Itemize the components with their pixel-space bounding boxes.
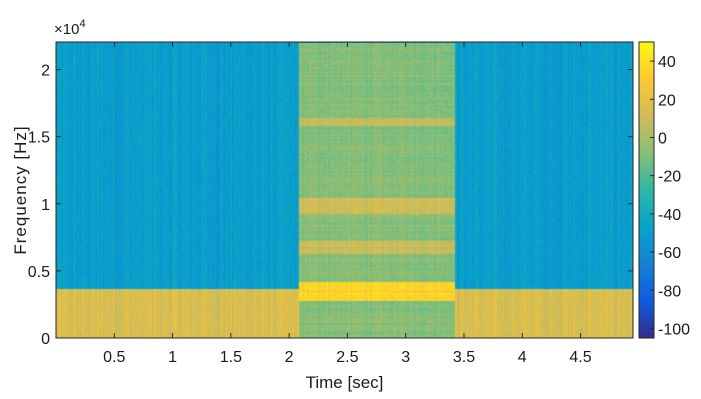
x-tick-label: 3 [401,349,410,366]
colorbar-tick-label: -40 [658,207,681,224]
x-tick-label: 1 [168,349,177,366]
x-tick-label: 3.5 [453,349,475,366]
y-tick-label: 2 [41,63,50,80]
x-tick-label: 1.5 [220,349,242,366]
y-axis-label: Frequency [Hz] [11,125,30,254]
colorbar-tick-label: -60 [658,245,681,262]
colorbar-tick-label: 20 [658,92,676,109]
spectrogram-heatmap [56,42,633,338]
y-axis: 0 0.5 1 1.5 2 [28,63,633,348]
colorbar-tick-label: 40 [658,54,676,71]
y-tick-label: 1.5 [28,130,50,147]
x-tick-label: 4 [518,349,527,366]
colorbar-gradient [638,41,655,339]
plot-frame [55,41,634,339]
x-axis-label: Time [sec] [306,373,384,392]
y-axis-exponent: ×104 [54,18,86,38]
colorbar-tick-label: 0 [658,130,667,147]
colorbar: 40 20 0 -20 -40 -60 -80 -100 [638,41,690,339]
y-tick-label: 1 [41,197,50,214]
x-tick-label: 0.5 [103,349,125,366]
x-tick-label: 2.5 [336,349,358,366]
x-tick-label: 2 [285,349,294,366]
y-tick-label: 0 [41,331,50,348]
colorbar-tick-label: -100 [658,321,690,338]
y-tick-label: 0.5 [28,264,50,281]
x-tick-label: 4.5 [569,349,591,366]
colorbar-ticks: 40 20 0 -20 -40 -60 -80 -100 [650,54,690,338]
spectrogram-plot [56,42,633,338]
colorbar-tick-label: -80 [658,283,681,300]
x-axis: 0.5 1 1.5 2 2.5 3 3.5 4 4.5 [103,42,592,366]
colorbar-tick-label: -20 [658,169,681,186]
